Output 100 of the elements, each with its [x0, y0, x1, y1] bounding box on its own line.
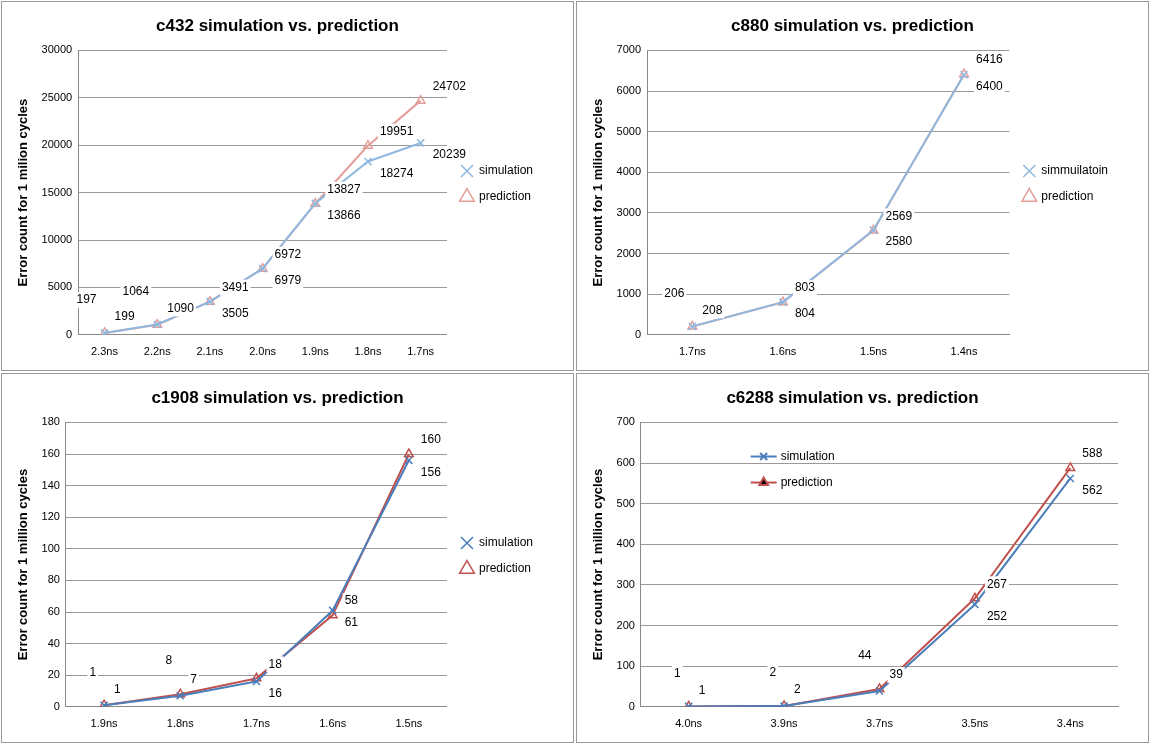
- y-tick-label: 25000: [41, 90, 73, 103]
- y-tick-label: 300: [616, 577, 635, 590]
- legend-label: prediction: [780, 474, 833, 489]
- y-tick-label: 500: [616, 496, 635, 509]
- y-axis-title: Error count for 1 milion cycles: [590, 98, 606, 287]
- data-label: 160: [420, 432, 442, 447]
- point: [1065, 462, 1076, 472]
- x-tick-label: 3.7ns: [866, 717, 894, 730]
- point: [404, 456, 414, 465]
- y-tick-label: 120: [41, 510, 60, 523]
- point: [403, 448, 414, 458]
- y-tick-label: 0: [628, 699, 635, 712]
- data-label: 199: [114, 309, 135, 324]
- y-tick-label: 5000: [616, 124, 642, 137]
- y-tick-label: 6000: [616, 84, 642, 97]
- legend-label: simulation: [780, 448, 835, 463]
- x-tick-label: 3.9ns: [770, 717, 799, 730]
- y-tick-label: 200: [616, 618, 635, 631]
- data-label: 24702: [432, 78, 467, 93]
- y-tick-label: 5000: [47, 280, 73, 293]
- data-label: 44: [858, 648, 872, 663]
- point: [969, 592, 980, 602]
- x-tick-label: 2.2ns: [143, 345, 172, 358]
- y-tick-label: 100: [41, 541, 60, 554]
- data-label: 13827: [327, 182, 361, 197]
- x-tick-label: 3.5ns: [961, 717, 989, 730]
- y-axis-title: Error count for 1 milion cycles: [15, 98, 31, 287]
- y-tick-label: 400: [616, 537, 635, 550]
- data-label: 18274: [379, 165, 414, 180]
- x-tick-label: 1.7ns: [407, 345, 435, 358]
- data-label: 804: [794, 306, 816, 321]
- data-label: 19951: [379, 123, 414, 138]
- x-tick-label: 1.7ns: [678, 345, 707, 358]
- data-label: 1: [673, 665, 681, 680]
- point: [252, 677, 261, 686]
- x-tick-label: 1.8ns: [166, 717, 195, 730]
- x-tick-label: 1.9ns: [301, 345, 330, 358]
- x-tick-label: 2.3ns: [91, 345, 119, 358]
- x-tick-label: 1.7ns: [243, 717, 271, 730]
- chart-title: c432 simulation vs. prediction: [156, 15, 399, 35]
- point: [362, 139, 374, 149]
- data-label: 3505: [221, 305, 249, 320]
- chart-title: c880 simulation vs. prediction: [731, 15, 974, 35]
- y-tick-label: 20000: [41, 138, 73, 151]
- legend-label: simmuilatoin: [1041, 163, 1108, 178]
- chart-title: c1908 simulation vs. prediction: [151, 387, 404, 407]
- x-tick-label: 1.5ns: [860, 345, 888, 358]
- data-label: 197: [76, 292, 97, 307]
- point: [415, 94, 426, 104]
- data-label: 6416: [976, 52, 1004, 67]
- x-tick-label: 1.9ns: [90, 717, 118, 730]
- data-label: 61: [344, 614, 359, 629]
- data-label: 1: [698, 682, 706, 697]
- y-tick-label: 140: [41, 478, 60, 491]
- data-label: 1064: [122, 284, 150, 299]
- data-label: 156: [420, 464, 442, 479]
- data-label: 7: [190, 672, 198, 687]
- y-tick-label: 4000: [616, 165, 642, 178]
- legend-label: simulation: [478, 163, 534, 178]
- y-tick-label: 7000: [616, 43, 642, 56]
- y-tick-label: 600: [616, 456, 635, 469]
- data-label: 2: [794, 682, 802, 697]
- data-label: 3491: [221, 280, 249, 295]
- y-tick-label: 100: [616, 659, 635, 672]
- x-tick-label: 2.0ns: [249, 345, 277, 358]
- y-tick-label: 3000: [616, 205, 642, 218]
- y-tick-label: 40: [47, 636, 60, 649]
- data-label: 6400: [976, 79, 1004, 94]
- y-tick-label: 80: [47, 573, 60, 586]
- y-tick-label: 0: [53, 699, 60, 712]
- y-tick-label: 1000: [616, 287, 642, 300]
- y-tick-label: 160: [41, 447, 60, 460]
- x-tick-label: 1.4ns: [950, 345, 978, 358]
- data-label: 1: [89, 664, 97, 679]
- data-label: 206: [664, 285, 685, 300]
- data-label: 562: [1082, 482, 1103, 497]
- data-label: 2: [769, 665, 777, 680]
- x-tick-label: 4.0ns: [675, 717, 703, 730]
- data-label: 208: [702, 302, 723, 317]
- y-axis-title: Error count for 1 million cycles: [590, 468, 606, 661]
- x-tick-label: 1.5ns: [395, 717, 423, 730]
- y-tick-label: 0: [634, 327, 642, 340]
- data-label: 6979: [274, 272, 302, 287]
- data-label: 20239: [432, 147, 467, 162]
- x-tick-label: 1.8ns: [354, 345, 382, 358]
- y-tick-label: 2000: [616, 246, 642, 259]
- data-label: 803: [794, 280, 816, 295]
- data-label: 13866: [327, 207, 361, 222]
- data-label: 8: [165, 653, 173, 668]
- y-tick-label: 60: [47, 605, 60, 618]
- data-label: 18: [268, 656, 283, 671]
- legend-label: prediction: [478, 561, 532, 576]
- point: [970, 600, 980, 609]
- data-label: 39: [889, 667, 904, 682]
- point: [363, 157, 373, 166]
- data-label: 252: [986, 608, 1008, 623]
- y-axis-title: Error count for 1 million cycles: [15, 468, 31, 661]
- data-label: 2569: [885, 208, 913, 223]
- y-tick-label: 20: [47, 668, 60, 681]
- point: [1066, 474, 1075, 483]
